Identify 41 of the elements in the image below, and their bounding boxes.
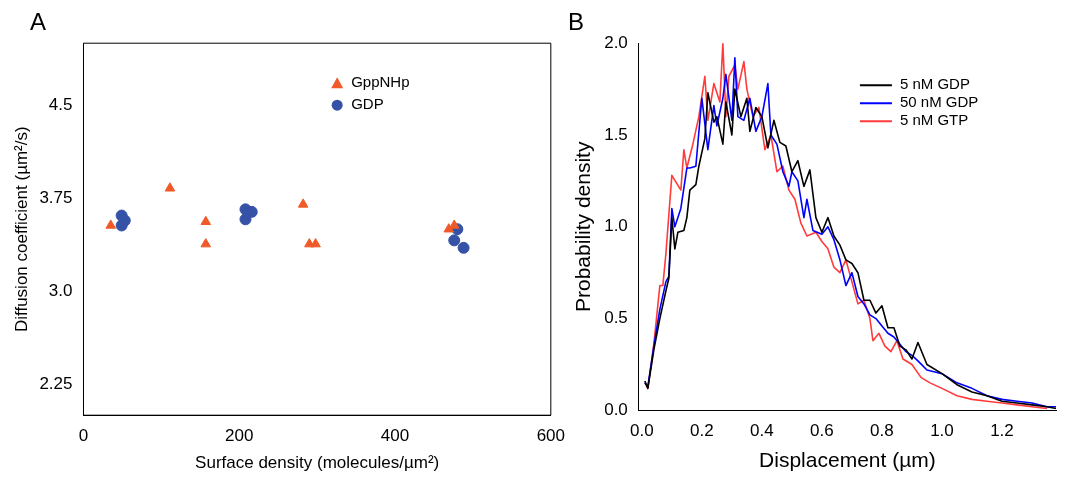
x-tick-label: 400	[380, 426, 410, 446]
legend-label: 5 nM GTP	[899, 111, 969, 129]
x-tick-label: 0.2	[690, 421, 714, 441]
legend-label: GDP	[351, 95, 384, 113]
chart-title: A	[30, 8, 47, 36]
x-tick-label: 0.8	[870, 421, 894, 441]
point	[200, 238, 212, 248]
point	[457, 241, 470, 254]
point	[239, 213, 252, 226]
x-tick-label: 0.0	[630, 421, 654, 441]
point	[105, 219, 117, 229]
x-tick-label: 1.2	[990, 421, 1014, 441]
legend-label: 50 nM GDP	[899, 93, 979, 111]
y-tick-label: 3.75	[39, 187, 73, 207]
y-axis-title: Probability density	[571, 141, 595, 313]
point	[200, 215, 212, 226]
y-tick-label: 4.5	[48, 94, 73, 114]
y-tick-label: 1.5	[604, 124, 628, 144]
y-tick-label: 2.0	[604, 32, 628, 52]
y-axis-title: Diffusion coefficient (µm²/s)	[11, 126, 31, 333]
x-tick-label: 1.0	[930, 421, 954, 441]
x-tick-label: 200	[225, 426, 254, 446]
point	[448, 234, 461, 247]
x-tick-label: 0.4	[750, 421, 774, 441]
y-tick-label: 0.0	[604, 400, 628, 420]
point	[115, 219, 128, 232]
y-tick-label: 3.0	[48, 280, 73, 300]
x-axis-title: Surface density (molecules/µm²)	[195, 453, 440, 473]
legend-label: GppNHp	[351, 73, 410, 91]
y-tick-label: 2.25	[39, 373, 73, 393]
y-tick-label: 1.0	[604, 216, 628, 236]
x-tick-label: 600	[536, 426, 566, 446]
x-axis-title: Displacement (µm)	[759, 448, 936, 472]
point	[297, 198, 309, 208]
y-tick-label: 0.5	[604, 308, 628, 328]
legend-label: 5 nM GDP	[899, 75, 970, 93]
point	[310, 238, 321, 248]
x-tick-label: 0	[78, 426, 89, 446]
x-tick-label: 0.6	[810, 421, 834, 441]
point	[164, 182, 176, 192]
chart-title: B	[568, 8, 585, 36]
